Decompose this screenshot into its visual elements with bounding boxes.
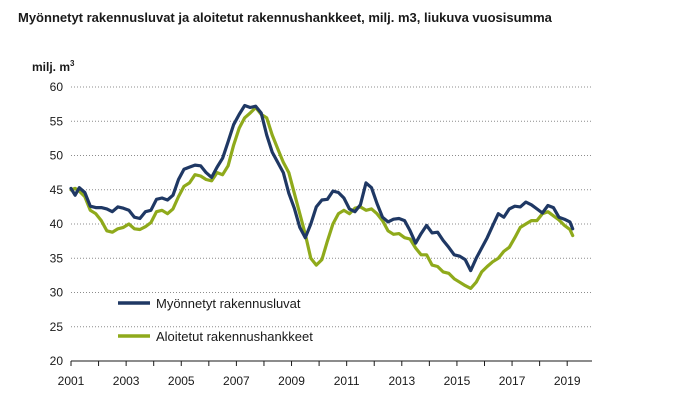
x-tick-label: 2003	[113, 374, 140, 388]
legend-label-1: Myönnetyt rakennusluvat	[156, 296, 301, 311]
series-line-2	[69, 105, 575, 290]
y-tick-label: 50	[50, 149, 64, 163]
x-tick-label: 2019	[554, 374, 581, 388]
y-tick-label: 25	[50, 320, 64, 334]
x-tick-label: 2017	[499, 374, 526, 388]
y-tick-label: 45	[50, 183, 64, 197]
x-tick-label: 2009	[278, 374, 305, 388]
y-tick-label: 55	[50, 114, 64, 128]
x-tick-label: 2015	[444, 374, 471, 388]
y-tick-label: 60	[50, 80, 64, 94]
y-tick-label: 35	[50, 251, 64, 265]
y-axis-label: milj. m3	[32, 59, 75, 74]
legend-label-2: Aloitetut rakennushankkeet	[156, 329, 313, 344]
x-tick-label: 2011	[334, 374, 360, 388]
x-tick-label: 2005	[168, 374, 195, 388]
x-tick-label: 2007	[223, 374, 250, 388]
chart-title: Myönnetyt rakennusluvat ja aloitetut rak…	[18, 10, 552, 25]
y-axis-label-text: milj. m	[32, 60, 70, 74]
series-lines	[69, 103, 575, 290]
y-tick-label: 30	[50, 286, 64, 300]
x-tick-label: 2001	[58, 374, 85, 388]
axes: 20 25 30 35 40 45 50 55 60 2001 2003 2005 2007 2009 20…	[50, 80, 592, 388]
legend: Myönnetyt rakennusluvat Aloitetut rakennu…	[118, 296, 313, 344]
y-tick-label: 20	[50, 354, 64, 368]
y-axis-label-superscript: 3	[70, 59, 75, 68]
y-tick-label: 40	[50, 217, 64, 231]
series-line-1	[69, 103, 575, 273]
x-tick-label: 2013	[388, 374, 415, 388]
